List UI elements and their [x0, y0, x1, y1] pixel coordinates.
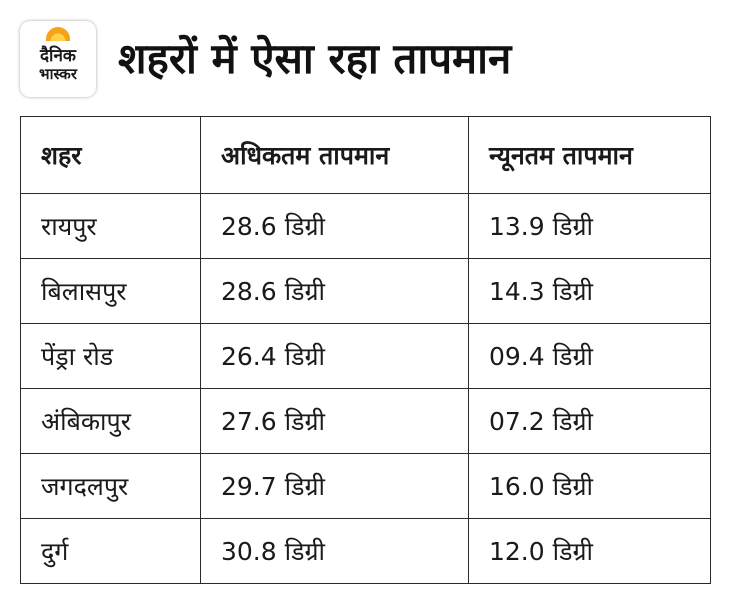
max-temp-cell: 28.6 डिग्री — [200, 258, 469, 324]
min-temp-cell: 07.2 डिग्री — [468, 388, 711, 454]
logo-text-line1: दैनिक — [40, 46, 76, 66]
max-temp-cell: 29.7 डिग्री — [200, 453, 469, 519]
table-header-row: शहर अधिकतम तापमान न्यूनतम तापमान — [20, 116, 711, 194]
table-row: बिलासपुर 28.6 डिग्री 14.3 डिग्री — [20, 258, 711, 324]
column-header-max-temp: अधिकतम तापमान — [200, 116, 469, 194]
table-row: अंबिकापुर 27.6 डिग्री 07.2 डिग्री — [20, 388, 711, 454]
table-row: पेंड्रा रोड 26.4 डिग्री 09.4 डिग्री — [20, 323, 711, 389]
header: दैनिक भास्कर — [20, 20, 96, 98]
max-temp-cell: 27.6 डिग्री — [200, 388, 469, 454]
min-temp-cell: 12.0 डिग्री — [468, 518, 711, 584]
city-cell: जगदलपुर — [20, 453, 201, 519]
max-temp-cell: 28.6 डिग्री — [200, 193, 469, 259]
max-temp-cell: 30.8 डिग्री — [200, 518, 469, 584]
dainik-bhaskar-logo: दैनिक भास्कर — [20, 21, 96, 97]
sun-icon — [46, 27, 70, 41]
city-cell: अंबिकापुर — [20, 388, 201, 454]
city-cell: बिलासपुर — [20, 258, 201, 324]
min-temp-cell: 14.3 डिग्री — [468, 258, 711, 324]
city-cell: रायपुर — [20, 193, 201, 259]
table-row: दुर्ग 30.8 डिग्री 12.0 डिग्री — [20, 518, 711, 584]
temperature-table: शहर अधिकतम तापमान न्यूनतम तापमान रायपुर … — [20, 116, 711, 584]
table-row: जगदलपुर 29.7 डिग्री 16.0 डिग्री — [20, 453, 711, 519]
column-header-city: शहर — [20, 116, 201, 194]
min-temp-cell: 09.4 डिग्री — [468, 323, 711, 389]
city-cell: पेंड्रा रोड — [20, 323, 201, 389]
column-header-min-temp: न्यूनतम तापमान — [468, 116, 711, 194]
table-row: रायपुर 28.6 डिग्री 13.9 डिग्री — [20, 193, 711, 259]
min-temp-cell: 13.9 डिग्री — [468, 193, 711, 259]
min-temp-cell: 16.0 डिग्री — [468, 453, 711, 519]
city-cell: दुर्ग — [20, 518, 201, 584]
logo-text-line2: भास्कर — [39, 65, 77, 83]
page-title: शहरों में ऐसा रहा तापमान — [118, 34, 512, 83]
max-temp-cell: 26.4 डिग्री — [200, 323, 469, 389]
